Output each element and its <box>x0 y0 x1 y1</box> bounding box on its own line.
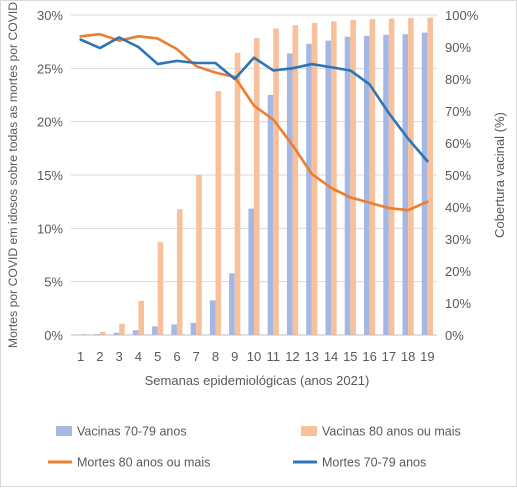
bar-vacinas-80-mais <box>331 21 337 336</box>
x-tick-label: 14 <box>324 349 338 364</box>
bar-vacinas-80-mais <box>157 242 164 335</box>
bar-vacinas-70-79 <box>286 53 293 336</box>
line-mortes-70-79 <box>79 36 429 163</box>
y-axis-right-label: Cobertura vacinal (%) <box>492 112 507 238</box>
x-tick-label: 7 <box>193 349 200 364</box>
bar-vacinas-80-mais <box>215 91 222 335</box>
x-tick-label: 1 <box>77 349 84 364</box>
x-tick-label: 2 <box>96 349 103 364</box>
bar-vacinas-80-mais <box>99 331 106 335</box>
x-tick-label: 11 <box>267 349 281 364</box>
bar-vacinas-80-mais <box>350 19 356 336</box>
bar-vacinas-70-79 <box>132 330 139 335</box>
bar-vacinas-70-79 <box>306 43 312 336</box>
x-tick-label: 4 <box>135 349 142 364</box>
bar-vacinas-70-79 <box>383 34 389 336</box>
y-left-tick-label: 30% <box>37 8 63 23</box>
x-tick-label: 6 <box>173 349 180 364</box>
x-tick-label: 17 <box>382 349 396 364</box>
legend-item-mortes-70-79: Mortes 70-79 anos <box>293 456 426 470</box>
y-right-tick-label: 60% <box>445 136 471 151</box>
y-right-tick-label: 70% <box>445 104 471 119</box>
x-tick-label: 3 <box>116 349 123 364</box>
bar-vacinas-80-mais <box>176 209 183 335</box>
legend-item-vacinas-70-79: Vacinas 70-79 anos <box>56 425 187 439</box>
legend-swatch <box>301 426 317 436</box>
y-left-tick-label: 15% <box>37 168 63 183</box>
legend-label: Vacinas 70-79 anos <box>77 425 187 439</box>
bar-vacinas-70-79 <box>190 322 197 335</box>
legend: Vacinas 70-79 anos Vacinas 80 anos ou mai… <box>48 425 461 470</box>
y-left-tick-label: 25% <box>37 61 63 76</box>
x-tick-label: 13 <box>305 349 319 364</box>
bar-vacinas-80-mais <box>369 19 376 335</box>
bar-vacinas-70-79 <box>113 332 120 335</box>
legend-label: Mortes 70-79 anos <box>322 456 426 470</box>
y-axis-left-label: Mortes por COVID em idosos sobre todas a… <box>6 2 20 348</box>
x-tick-label: 12 <box>285 349 299 364</box>
legend-swatch <box>56 426 72 436</box>
bar-vacinas-80-mais <box>196 175 202 335</box>
x-axis-label: Semanas epidemiológicas (anos 2021) <box>145 373 370 388</box>
bar-vacinas-70-79 <box>325 40 332 335</box>
y-right-tick-label: 20% <box>445 264 471 279</box>
y-right-tick-label: 80% <box>445 72 471 87</box>
legend-item-vacinas-80-mais: Vacinas 80 anos ou mais <box>301 425 461 439</box>
bar-vacinas-80-mais <box>408 18 414 335</box>
x-tick-label: 9 <box>231 349 238 364</box>
y-right-tick-label: 10% <box>445 296 471 311</box>
x-tick-label: 8 <box>212 349 219 364</box>
y-left-tick-label: 0% <box>44 328 63 343</box>
x-tick-label: 18 <box>401 349 415 364</box>
series-lines <box>79 32 429 212</box>
line-mortes-80-mais <box>79 32 429 212</box>
y-right-tick-label: 50% <box>445 168 471 183</box>
bar-vacinas-80-mais <box>273 28 279 335</box>
y-left-tick-label: 5% <box>44 275 63 290</box>
bar-vacinas-70-79 <box>344 36 351 335</box>
y-right-tick-label: 40% <box>445 200 471 215</box>
bar-vacinas-80-mais <box>119 323 125 335</box>
x-tick-label: 16 <box>362 349 376 364</box>
y-left-tick-label: 10% <box>37 221 63 236</box>
y-left-tick-label: 20% <box>37 115 63 130</box>
bar-vacinas-70-79 <box>267 95 274 335</box>
y-right-tick-label: 100% <box>445 8 479 23</box>
legend-label: Mortes 80 anos ou mais <box>77 456 210 470</box>
x-tick-label: 10 <box>247 349 261 364</box>
bar-vacinas-70-79 <box>209 300 216 335</box>
bar-vacinas-80-mais <box>311 23 318 335</box>
bar-vacinas-80-mais <box>388 18 395 336</box>
left-axis-ticks: 0% 5% 10% 15% 20% 25% 30% <box>37 8 63 343</box>
bar-vacinas-70-79 <box>421 32 428 335</box>
bar-vacinas-70-79 <box>363 35 370 336</box>
bar-vacinas-70-79 <box>171 324 177 335</box>
bar-vacinas-70-79 <box>152 326 158 335</box>
bar-vacinas-80-mais <box>138 300 145 335</box>
bar-vacinas-80-mais <box>427 17 433 336</box>
right-axis-ticks: 0% 10% 20% 30% 40% 50% 60% 70% 80% 90% 100% <box>445 8 479 343</box>
y-right-tick-label: 30% <box>445 232 471 247</box>
legend-label: Vacinas 80 anos ou mais <box>322 425 461 439</box>
bar-vacinas-70-79 <box>402 34 409 335</box>
x-tick-label: 5 <box>154 349 161 364</box>
y-right-tick-label: 0% <box>445 328 464 343</box>
y-right-tick-label: 90% <box>445 40 471 55</box>
bar-vacinas-70-79 <box>248 208 254 335</box>
bar-vacinas-80-mais <box>234 52 241 335</box>
x-tick-label: 19 <box>420 349 434 364</box>
bars <box>75 17 433 336</box>
bar-vacinas-80-mais <box>254 38 260 335</box>
x-tick-label: 15 <box>343 349 357 364</box>
legend-item-mortes-80-mais: Mortes 80 anos ou mais <box>48 456 210 470</box>
x-axis-ticks: 1 2 3 4 5 6 7 8 9 10 11 12 13 14 15 16 17 18 19 <box>77 349 435 364</box>
bar-vacinas-70-79 <box>229 273 235 335</box>
bar-vacinas-80-mais <box>292 25 299 336</box>
